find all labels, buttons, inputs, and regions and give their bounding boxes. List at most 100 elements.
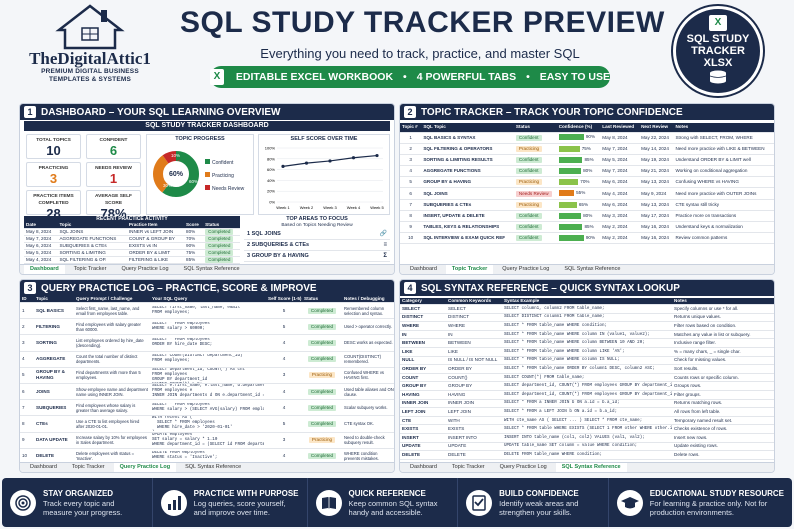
topic-number: 7	[400, 199, 422, 211]
sheet-tab[interactable]: SQL Syntax Reference	[555, 462, 627, 472]
benefit-title: EDUCATIONAL STUDY RESOURCE	[649, 488, 785, 498]
sheet-tab[interactable]: Topic Tracker	[451, 464, 485, 470]
column-header: Notes	[672, 298, 774, 305]
syntax-notes: All rows from left table.	[672, 407, 774, 417]
sheet-tab[interactable]: Query Practice Log	[113, 462, 177, 472]
status-cell: Practicing	[513, 199, 557, 211]
table-row: INNER JOIN INNER JOIN SELECT * FROM a INNE…	[400, 399, 774, 409]
syntax-keywords: LIKE	[446, 347, 502, 357]
focus-rank: 3	[247, 253, 252, 259]
confidence-bar	[558, 235, 584, 242]
focus-item: 3 GROUP BY & HAVING Σ	[244, 251, 390, 262]
cell-text: May 6, 2024	[26, 243, 52, 248]
syntax-notes: Checks existence of rows.	[672, 424, 774, 434]
brand-logo: TheDigitalAttic1 PREMIUM DIGITAL BUSINES…	[6, 4, 174, 96]
y-tick-label: 60%	[267, 167, 275, 172]
legend-item: Confident	[205, 157, 244, 170]
table-cell: INNER vs LEFT JOIN	[126, 228, 185, 236]
syntax-notes: Counts rows or specific column.	[672, 373, 774, 383]
sql-code: SELECT * FROM employees WHERE salary > 6…	[152, 321, 210, 331]
confidence-bar	[558, 134, 584, 141]
chart-title: TOPIC PROGRESS	[175, 136, 225, 142]
checklist-icon	[466, 489, 493, 516]
status-cell: Needs Review	[513, 187, 557, 200]
sheet-tab[interactable]: Topic Tracker	[73, 266, 107, 272]
y-tick-label: 0%	[269, 200, 275, 205]
last-reviewed: May 7, 2024	[600, 165, 640, 178]
table-cell: 75%	[184, 249, 204, 257]
column-header: Self Score (1-5)	[266, 296, 302, 303]
syntax-category: GROUP BY	[400, 381, 446, 391]
data-point	[328, 159, 332, 163]
table-cell: Completed	[203, 249, 240, 257]
practice-query: SELECT e.first_name, e.last_name, d.depa…	[150, 383, 266, 401]
sheet-tab[interactable]: Query Practice Log	[499, 464, 547, 470]
syntax-example: UPDATE table_name SET column = value WHE…	[502, 442, 672, 452]
cell-text: 90%	[186, 243, 196, 248]
table-row: SELECT SELECT SELECT column1, column2 FROM…	[400, 304, 774, 314]
notes: Review common patterns	[673, 232, 774, 245]
data-point	[281, 164, 285, 168]
syntax-keywords: IS NULL / IS NOT NULL	[446, 356, 502, 366]
next-review: May 16, 2024	[639, 232, 674, 245]
practice-id: 7	[20, 399, 34, 417]
cell-text: 80%	[186, 229, 196, 234]
syntax-notes: Filter groups.	[672, 390, 774, 400]
sheet-tab[interactable]: Dashboard	[410, 464, 437, 470]
cell-text: SQL FILTERING & OP.	[59, 257, 107, 262]
table-cell: Completed	[203, 228, 240, 236]
sheet-tab[interactable]: SQL Syntax Reference	[564, 266, 621, 272]
notes: Practice more on transactions	[673, 210, 774, 223]
sheet-tab[interactable]: Query Practice Log	[502, 266, 550, 272]
sheet-tab[interactable]: Dashboard	[30, 464, 57, 470]
brand-tagline-2: TEMPLATES & SYSTEMS	[48, 76, 132, 83]
syntax-example: SELECT * FROM a LEFT JOIN b ON a.id = b.…	[502, 407, 672, 417]
feature-1: EDITABLE EXCEL WORKBOOK	[235, 71, 394, 83]
cell-text: May 8, 2024	[26, 229, 52, 234]
status-badge: Completed	[307, 323, 337, 330]
status-cell: Confident	[513, 132, 557, 144]
feature-3: EASY TO USE	[539, 71, 610, 83]
slice-needs-review	[153, 151, 199, 197]
status-cell: Completed	[302, 334, 342, 352]
sheet-tab[interactable]: Dashboard	[410, 266, 437, 272]
syntax-example: SELECT * FROM table_name WHERE column BE…	[502, 338, 672, 348]
brand-tagline-1: PREMIUM DIGITAL BUSINESS	[41, 68, 139, 75]
practice-topic: JOINS	[34, 383, 74, 401]
panel-number: 1	[24, 106, 36, 118]
status-badge: Completed	[205, 243, 234, 249]
table-row: May 6, 2024 SUBQUERIES & CTEs EXISTS vs IN…	[24, 242, 240, 250]
sheet-tab[interactable]: Topic Tracker	[445, 264, 494, 274]
last-reviewed: May 6, 2024	[600, 199, 640, 211]
status-cell: Practicing	[302, 367, 342, 384]
syntax-keywords: DISTINCT	[446, 313, 502, 323]
sql-code: DELETE FROM employees WHERE status = 'In…	[152, 451, 218, 461]
status-badge: Completed	[307, 420, 337, 427]
table-cell: May 4, 2024	[24, 256, 58, 264]
kpi-confident: CONFIDENT 6	[86, 134, 141, 159]
practice-notes: CTE syntax OK.	[342, 415, 394, 433]
syntax-example: SELECT * FROM a INNER JOIN b ON a.id = b…	[502, 399, 672, 409]
status-cell: Confident	[513, 154, 557, 167]
practice-topic: SUBQUERIES	[34, 399, 74, 417]
syntax-keywords: GROUP BY	[446, 381, 502, 391]
benefit-build-confidence: BUILD CONFIDENCE Identify weak areas and …	[458, 478, 609, 527]
sheet-tab[interactable]: Topic Tracker	[71, 464, 105, 470]
panel-number: 2	[404, 106, 416, 118]
sheet-tab[interactable]: SQL Syntax Reference	[183, 266, 240, 272]
syntax-notes: Temporary named result set.	[672, 416, 774, 426]
sheet-tab[interactable]: SQL Syntax Reference	[185, 464, 242, 470]
table-cell: 90%	[184, 242, 204, 250]
benefit-desc: Keep common SQL syntax handy and accessi…	[348, 498, 438, 517]
sheet-tabs: Dashboard Topic Tracker Query Practice Log…	[400, 264, 774, 274]
sheet-tab[interactable]: Dashboard	[24, 264, 65, 274]
practice-prompt: Find employees with salary greater than …	[74, 318, 150, 336]
slice-practicing	[153, 151, 199, 197]
table-row: LIKE LIKE SELECT * FROM table_name WHERE c…	[400, 347, 774, 357]
sql-code: UPDATE employees SET salary = salary * 1…	[152, 432, 264, 447]
status-cell: Confident	[513, 210, 557, 223]
sheet-tab[interactable]: Query Practice Log	[121, 266, 169, 272]
feature-bar: X EDITABLE EXCEL WORKBOOK • 4 POWERFUL T…	[210, 66, 610, 88]
topic-table: Topic # SQL Topic Status Confidence (%) Last…	[400, 123, 774, 245]
syntax-example: SELECT column1, column2 FROM table_name;	[502, 304, 672, 314]
